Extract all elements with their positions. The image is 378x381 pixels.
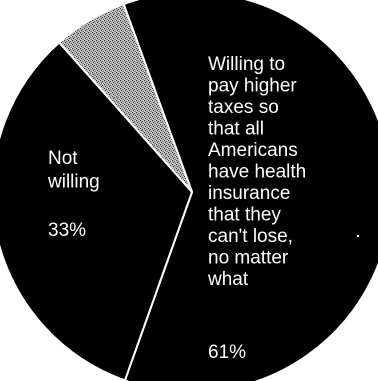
pie-slice-1	[0, 41, 193, 381]
slice-label-line: pay higher	[208, 76, 297, 97]
slice-label-line: what	[207, 269, 249, 290]
labels-layer: Willing to pay higher taxes so that all Amer…	[47, 54, 360, 363]
slice-label-line: Not	[48, 148, 78, 169]
slice-value-label-0: 61%	[208, 342, 246, 363]
slice-label-line: taxes so	[208, 97, 279, 118]
slice-label-line: insurance	[208, 183, 290, 204]
slice-label-line: Willing to	[208, 54, 285, 75]
slice-label-line: that they	[208, 205, 281, 226]
slice-label-line: can't lose,	[208, 226, 293, 247]
print-speck	[356, 234, 360, 238]
slice-label-1: Not willing	[47, 148, 100, 193]
slice-label-line: willing	[47, 172, 100, 193]
slice-label-line: that all	[208, 119, 264, 140]
slice-value-label-1: 33%	[48, 220, 86, 241]
slice-label-line: Americans	[208, 140, 298, 161]
slice-label-line: have health	[208, 162, 306, 183]
slice-label-line: no matter	[208, 248, 289, 269]
pie-slice-0	[122, 0, 378, 381]
pie-slice-2	[58, 3, 193, 193]
slice-label-0: Willing to pay higher taxes so that all Amer…	[207, 54, 306, 290]
